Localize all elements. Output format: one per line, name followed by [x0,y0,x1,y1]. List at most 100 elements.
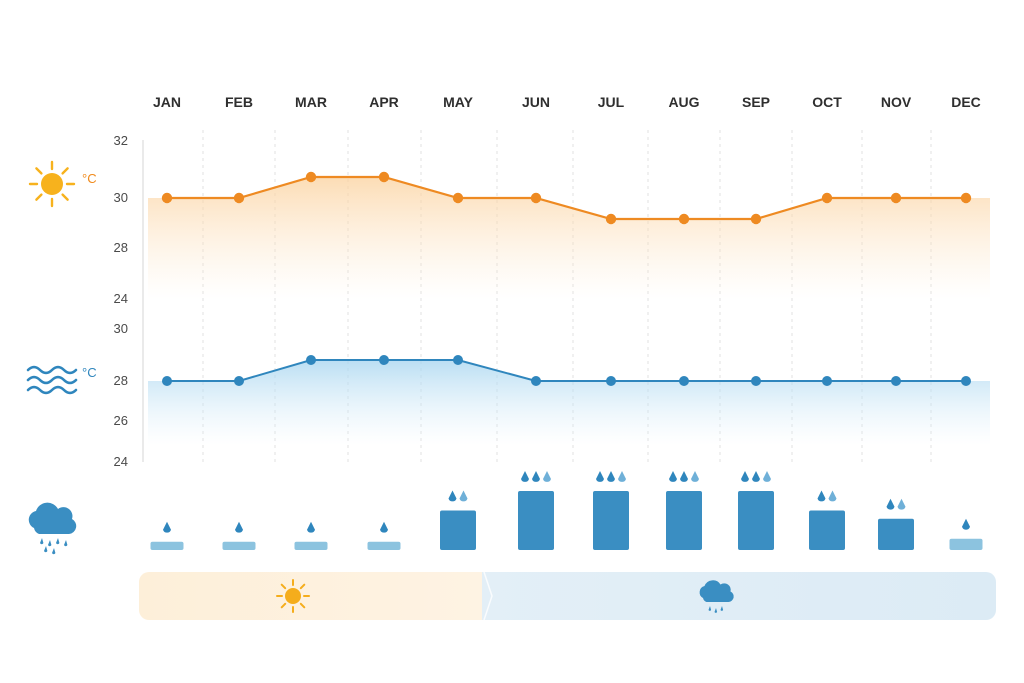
rainfall-bar [593,491,629,550]
rain-drop-icon [886,498,895,510]
sea-temp-point [531,376,541,386]
month-label: MAR [295,94,327,110]
air-temp-point [530,192,542,204]
season-divider [483,571,493,621]
air-temp-point [305,171,317,183]
rain-drop-icon [680,471,688,482]
rain-drop-icon [618,471,626,482]
rain-drop-icon [607,471,615,482]
rainfall-bar [518,491,554,550]
sea-temp-ticks: 30 28 26 24 [114,321,128,469]
sea-temp-point [751,376,761,386]
sea-temp-line [167,359,966,382]
sea-temp-panel: 30 28 26 24 °C [26,321,990,469]
air-temp-point [605,213,617,225]
rain-drop-icon [897,498,906,510]
rain-drop-icon [763,471,771,482]
air-temp-panel: 32 30 28 24 °C [28,133,990,306]
air-temp-line [167,175,966,221]
month-label: MAY [443,94,473,110]
sea-temp-point [453,355,463,365]
sea-temp-area [148,360,990,445]
rainfall-bar [440,510,476,550]
month-labels: JAN FEB MAR APR MAY JUN JUL AUG SEP OCT NOV DEC [153,94,981,110]
season-band-bg [139,572,996,620]
rainfall-bar [738,491,774,550]
air-temp-ticks: 32 30 28 24 [114,133,128,306]
waves-icon [26,365,78,395]
air-temp-point [678,213,690,225]
rain-drop-icon [448,490,457,502]
rain-drop-icon [459,490,468,502]
y-tick-label: 24 [114,454,128,469]
sea-temp-point [162,376,172,386]
rain-drop-icon [828,490,837,502]
rain-drop-icon [307,521,315,533]
y-tick-label: 28 [114,373,128,388]
sea-temp-point [679,376,689,386]
month-label: FEB [225,94,253,110]
sea-temp-point [606,376,616,386]
air-temp-point [750,213,762,225]
rain-drop-icon [380,521,388,533]
wet-season-cloud-icon [699,580,734,613]
rain-drop-icon [962,518,970,530]
rain-drop-icon [669,471,677,482]
rainfall-drops [163,471,970,533]
rain-drop-icon [741,471,749,482]
dry-season-sun-icon [276,579,310,613]
rainfall-bar [222,541,256,550]
air-temp-unit: °C [82,171,97,186]
rain-drop-icon [532,471,540,482]
rainfall-bars [150,491,983,550]
rain-drop-icon [543,471,551,482]
month-label: OCT [812,94,842,110]
rainfall-bar [809,510,845,550]
rainfall-bar [367,541,401,550]
rain-drop-icon [163,521,171,533]
sea-temp-point [891,376,901,386]
sea-temp-point [961,376,971,386]
rainfall-bar [294,541,328,550]
month-label: JUL [598,94,625,110]
air-temp-point [821,192,833,204]
sun-icon [28,160,76,208]
month-label: JAN [153,94,181,110]
month-label: NOV [881,94,912,110]
air-temp-point [233,192,245,204]
y-tick-label: 28 [114,240,128,255]
y-tick-label: 30 [114,190,128,205]
season-band [139,571,996,621]
rain-drop-icon [596,471,604,482]
rainfall-bar [666,491,702,550]
y-tick-label: 24 [114,291,128,306]
month-label: DEC [951,94,981,110]
sea-temp-point [234,376,244,386]
sea-temp-point [306,355,316,365]
rain-drop-icon [752,471,760,482]
sea-temp-points [162,355,971,386]
sea-temp-unit: °C [82,365,97,380]
month-label: JUN [522,94,550,110]
air-temp-area [148,177,990,300]
rain-drop-icon [691,471,699,482]
y-tick-label: 30 [114,321,128,336]
rain-drop-icon [521,471,529,482]
y-tick-label: 26 [114,413,128,428]
month-label: AUG [668,94,699,110]
rain-drop-icon [817,490,826,502]
air-temp-point [161,192,173,204]
rain-drop-icon [235,521,243,533]
sea-temp-point [379,355,389,365]
rainfall-bar [949,538,983,550]
rainfall-bar [150,541,184,550]
air-temp-point [378,171,390,183]
air-temp-point [452,192,464,204]
air-temp-points [161,171,972,225]
rainfall-bar [878,518,914,550]
month-label: APR [369,94,399,110]
sea-temp-point [822,376,832,386]
y-tick-label: 32 [114,133,128,148]
